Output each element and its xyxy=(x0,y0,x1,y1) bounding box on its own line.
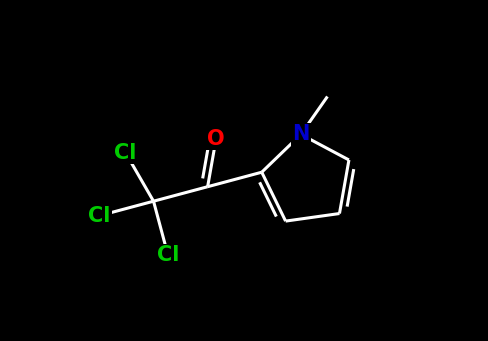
Text: O: O xyxy=(207,129,225,149)
Text: Cl: Cl xyxy=(157,245,179,265)
Text: N: N xyxy=(292,124,309,145)
Text: Cl: Cl xyxy=(114,143,137,163)
Text: Cl: Cl xyxy=(88,206,111,226)
